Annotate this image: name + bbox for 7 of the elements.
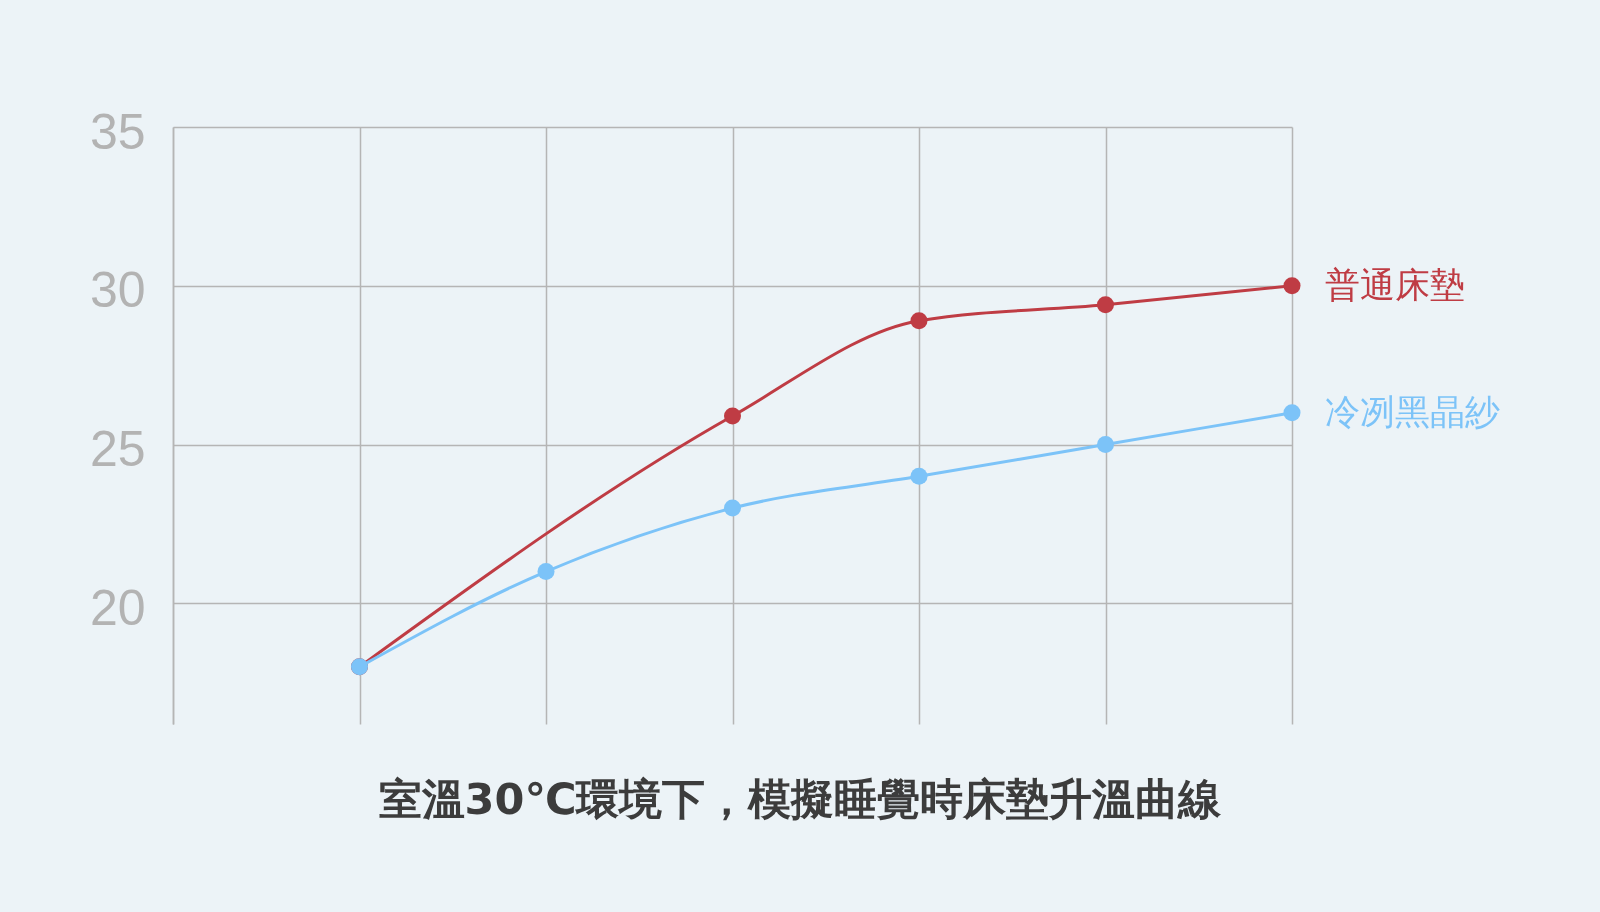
series-label: 普通床墊 [1325, 264, 1465, 305]
y-tick-label: 35 [89, 103, 146, 160]
y-tick-label: 25 [89, 421, 146, 478]
y-tick-label: 20 [89, 579, 146, 636]
text: 室溫30℃環境下，模擬睡覺時床墊升溫曲線 [378, 774, 1223, 824]
series-label: 冷冽黑晶紗 [1325, 391, 1500, 432]
y-tick-label: 30 [89, 262, 146, 319]
